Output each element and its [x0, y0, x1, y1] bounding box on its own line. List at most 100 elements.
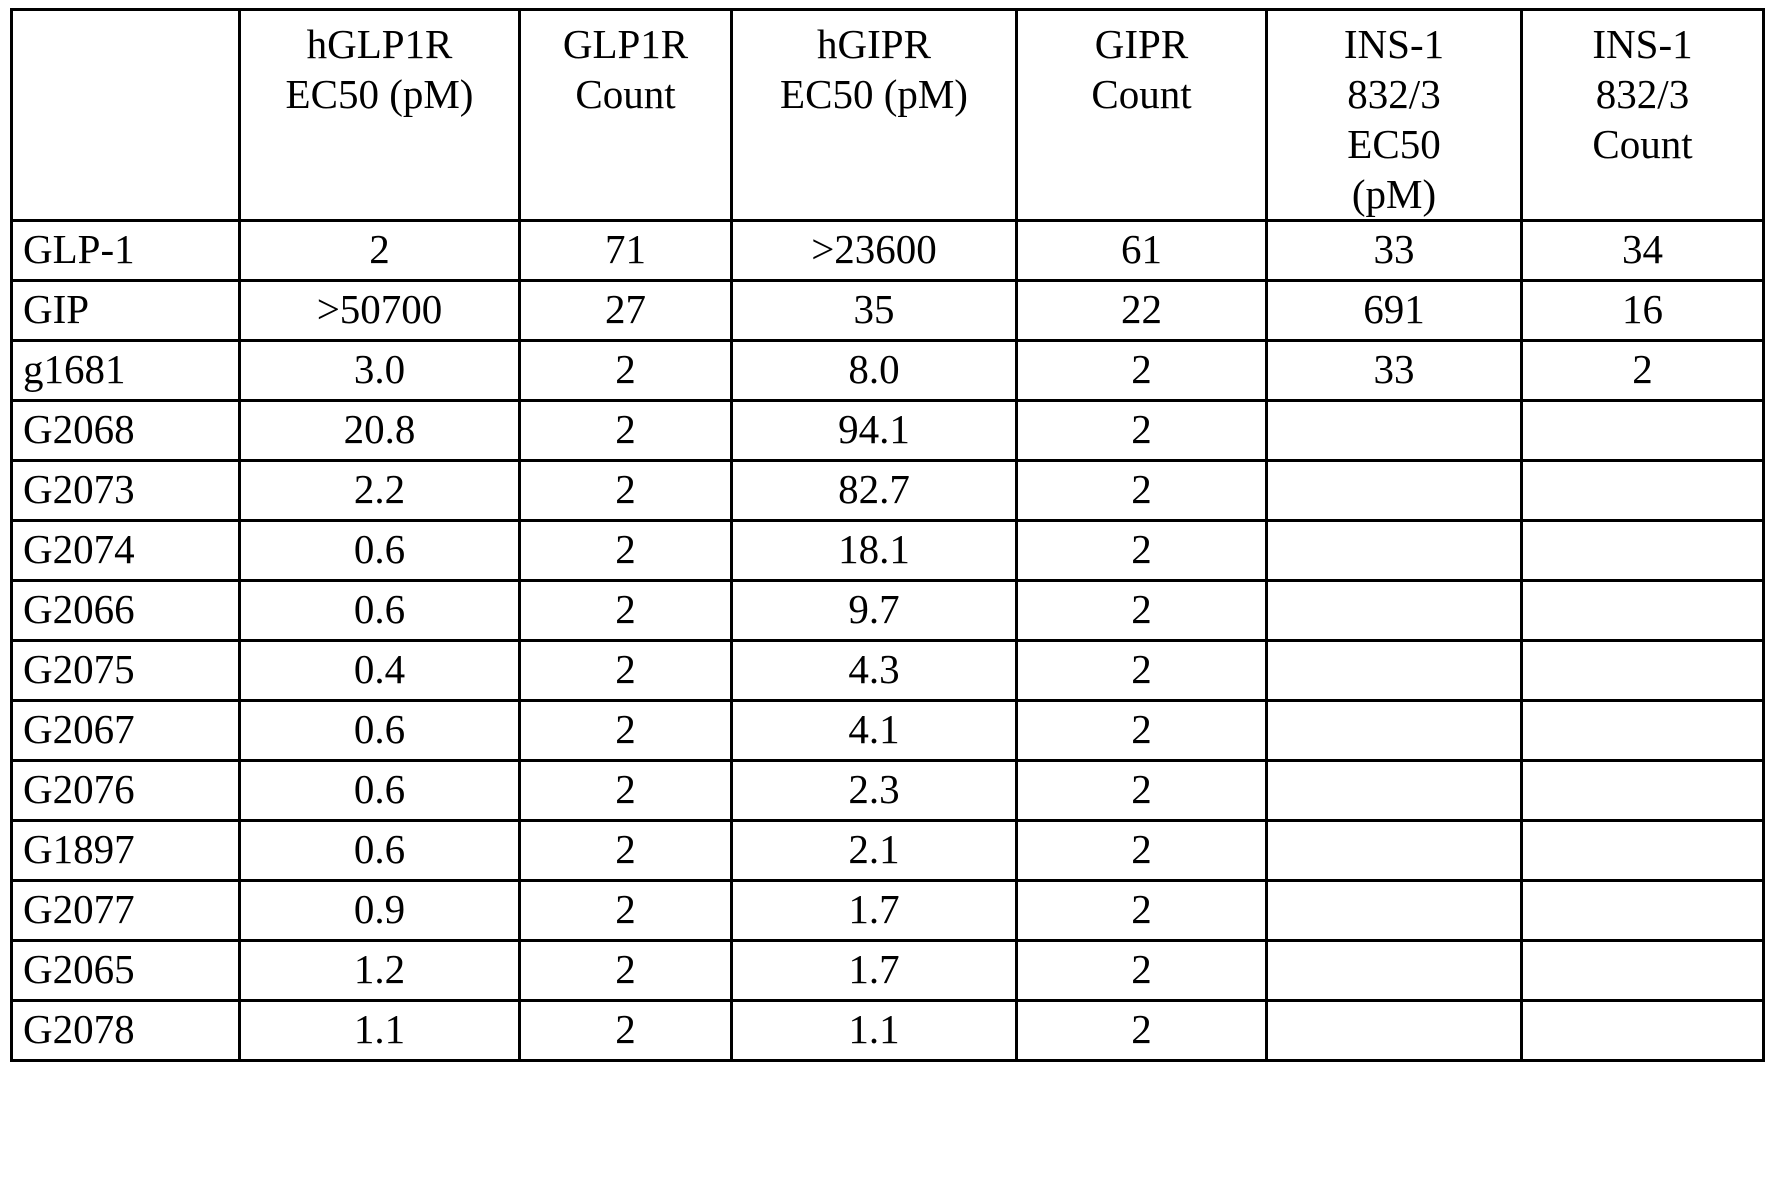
- column-header-gipr-count: GIPR Count: [1017, 10, 1267, 221]
- cell-hgipr-ec50: 35: [732, 281, 1017, 341]
- cell-compound: G1897: [12, 821, 240, 881]
- column-header-gipr-count-line1: GIPR: [1018, 19, 1265, 69]
- cell-hglp1r-ec50: 0.6: [240, 761, 520, 821]
- cell-hgipr-ec50: 94.1: [732, 401, 1017, 461]
- cell-glp1r-count: 2: [520, 941, 732, 1001]
- cell-gipr-count: 2: [1017, 941, 1267, 1001]
- cell-hglp1r-ec50: 0.9: [240, 881, 520, 941]
- table-row: G20651.221.72: [12, 941, 1764, 1001]
- cell-hgipr-ec50: 18.1: [732, 521, 1017, 581]
- cell-hglp1r-ec50: 0.6: [240, 521, 520, 581]
- column-header-ins1-count: INS-1 832/3 Count: [1522, 10, 1764, 221]
- cell-ins1-ec50: [1267, 581, 1522, 641]
- table-row: G206820.8294.12: [12, 401, 1764, 461]
- cell-hgipr-ec50: 2.1: [732, 821, 1017, 881]
- table-row: G20660.629.72: [12, 581, 1764, 641]
- column-header-ins1-count-line1: INS-1: [1523, 19, 1762, 69]
- cell-ins1-count: [1522, 821, 1764, 881]
- cell-ins1-count: 2: [1522, 341, 1764, 401]
- table-row: G20750.424.32: [12, 641, 1764, 701]
- cell-compound: G2073: [12, 461, 240, 521]
- cell-glp1r-count: 2: [520, 341, 732, 401]
- column-header-hglp1r-ec50-line1: hGLP1R: [241, 19, 518, 69]
- table-row: G20760.622.32: [12, 761, 1764, 821]
- cell-hgipr-ec50: 2.3: [732, 761, 1017, 821]
- cell-hglp1r-ec50: 20.8: [240, 401, 520, 461]
- column-header-ins1-count-line2: 832/3: [1523, 69, 1762, 119]
- cell-glp1r-count: 27: [520, 281, 732, 341]
- cell-hgipr-ec50: 1.7: [732, 941, 1017, 1001]
- table-header: hGLP1R EC50 (pM) GLP1R Count hGIPR EC50 …: [12, 10, 1764, 221]
- cell-glp1r-count: 2: [520, 401, 732, 461]
- cell-ins1-count: [1522, 1001, 1764, 1061]
- cell-gipr-count: 2: [1017, 821, 1267, 881]
- cell-ins1-ec50: [1267, 401, 1522, 461]
- cell-compound: G2067: [12, 701, 240, 761]
- cell-ins1-count: 16: [1522, 281, 1764, 341]
- column-header-ins1-ec50-line1: INS-1: [1268, 19, 1520, 69]
- cell-hglp1r-ec50: >50700: [240, 281, 520, 341]
- cell-compound: G2077: [12, 881, 240, 941]
- cell-gipr-count: 61: [1017, 221, 1267, 281]
- cell-glp1r-count: 2: [520, 881, 732, 941]
- table-row: GLP-1271>23600613334: [12, 221, 1764, 281]
- cell-hglp1r-ec50: 0.6: [240, 581, 520, 641]
- column-header-hglp1r-ec50: hGLP1R EC50 (pM): [240, 10, 520, 221]
- cell-compound: G2078: [12, 1001, 240, 1061]
- table-row: g16813.028.02332: [12, 341, 1764, 401]
- cell-ins1-ec50: [1267, 521, 1522, 581]
- cell-hgipr-ec50: 82.7: [732, 461, 1017, 521]
- cell-hgipr-ec50: 8.0: [732, 341, 1017, 401]
- cell-ins1-count: [1522, 401, 1764, 461]
- table-row: G20740.6218.12: [12, 521, 1764, 581]
- cell-ins1-count: [1522, 881, 1764, 941]
- column-header-gipr-count-line2: Count: [1018, 69, 1265, 119]
- column-header-hglp1r-ec50-line2: EC50 (pM): [241, 69, 518, 119]
- cell-gipr-count: 2: [1017, 641, 1267, 701]
- cell-hgipr-ec50: 4.1: [732, 701, 1017, 761]
- cell-gipr-count: 2: [1017, 881, 1267, 941]
- cell-ins1-ec50: [1267, 881, 1522, 941]
- cell-hgipr-ec50: 4.3: [732, 641, 1017, 701]
- cell-gipr-count: 2: [1017, 461, 1267, 521]
- column-header-glp1r-count-line1: GLP1R: [521, 19, 730, 69]
- cell-gipr-count: 2: [1017, 401, 1267, 461]
- cell-hgipr-ec50: >23600: [732, 221, 1017, 281]
- cell-compound: G2066: [12, 581, 240, 641]
- column-header-hgipr-ec50: hGIPR EC50 (pM): [732, 10, 1017, 221]
- cell-hgipr-ec50: 1.1: [732, 1001, 1017, 1061]
- cell-gipr-count: 2: [1017, 521, 1267, 581]
- cell-ins1-ec50: 33: [1267, 341, 1522, 401]
- column-header-ins1-ec50-line3: EC50: [1268, 119, 1520, 169]
- cell-ins1-count: 34: [1522, 221, 1764, 281]
- column-header-compound: [12, 10, 240, 221]
- cell-ins1-ec50: [1267, 701, 1522, 761]
- table-header-row: hGLP1R EC50 (pM) GLP1R Count hGIPR EC50 …: [12, 10, 1764, 221]
- table-row: GIP>5070027352269116: [12, 281, 1764, 341]
- cell-compound: G2076: [12, 761, 240, 821]
- cell-ins1-count: [1522, 581, 1764, 641]
- potency-data-table: hGLP1R EC50 (pM) GLP1R Count hGIPR EC50 …: [10, 8, 1765, 1062]
- cell-glp1r-count: 2: [520, 821, 732, 881]
- cell-ins1-ec50: [1267, 1001, 1522, 1061]
- cell-glp1r-count: 2: [520, 641, 732, 701]
- cell-ins1-ec50: 33: [1267, 221, 1522, 281]
- cell-hglp1r-ec50: 3.0: [240, 341, 520, 401]
- table-row: G20732.2282.72: [12, 461, 1764, 521]
- table-body: GLP-1271>23600613334GIP>5070027352269116…: [12, 221, 1764, 1061]
- page-root: hGLP1R EC50 (pM) GLP1R Count hGIPR EC50 …: [0, 0, 1770, 1202]
- cell-gipr-count: 2: [1017, 341, 1267, 401]
- column-header-ins1-count-line3: Count: [1523, 119, 1762, 169]
- cell-glp1r-count: 2: [520, 461, 732, 521]
- table-container: hGLP1R EC50 (pM) GLP1R Count hGIPR EC50 …: [10, 8, 1762, 1062]
- cell-hgipr-ec50: 1.7: [732, 881, 1017, 941]
- cell-gipr-count: 22: [1017, 281, 1267, 341]
- cell-ins1-count: [1522, 521, 1764, 581]
- cell-compound: G2068: [12, 401, 240, 461]
- cell-compound: G2075: [12, 641, 240, 701]
- cell-gipr-count: 2: [1017, 701, 1267, 761]
- cell-ins1-ec50: 691: [1267, 281, 1522, 341]
- column-header-hgipr-ec50-line1: hGIPR: [733, 19, 1015, 69]
- cell-glp1r-count: 2: [520, 1001, 732, 1061]
- cell-ins1-count: [1522, 941, 1764, 1001]
